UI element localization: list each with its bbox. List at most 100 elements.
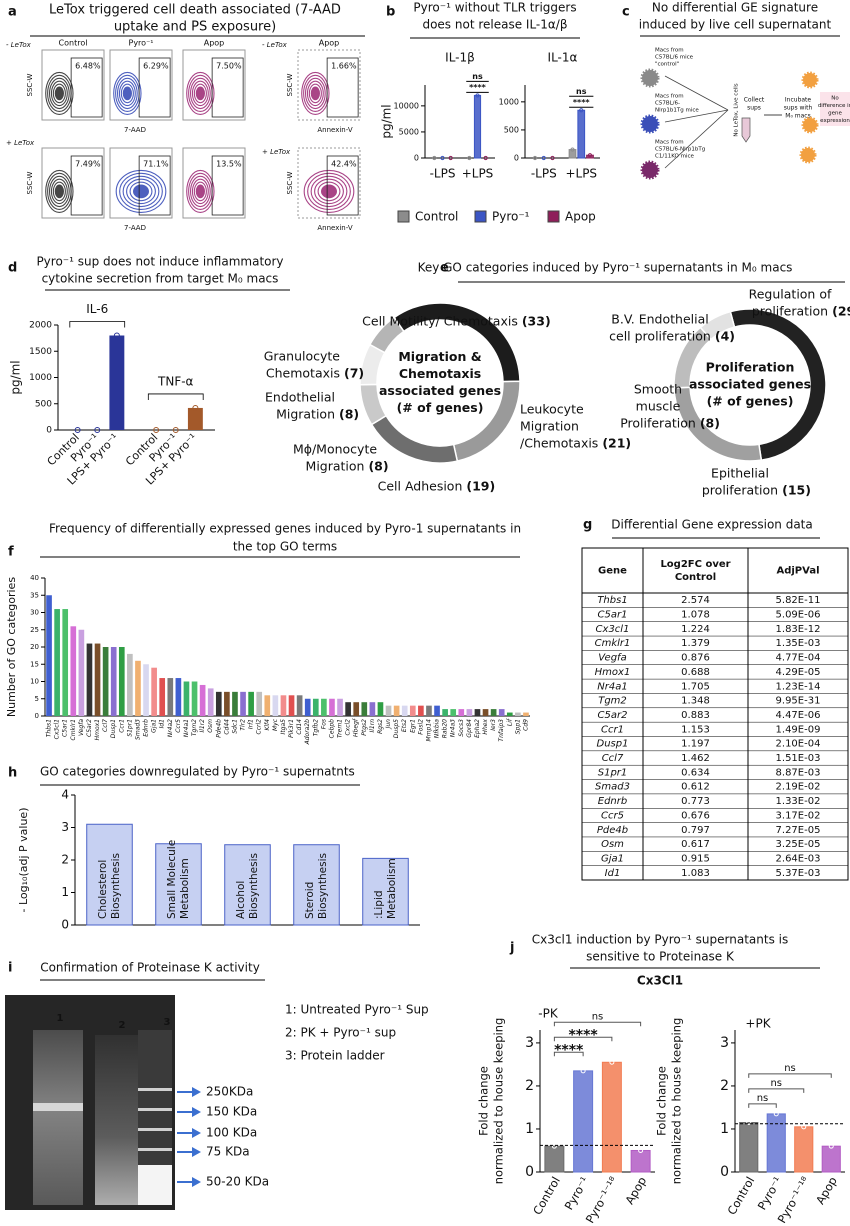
value-label: (29) [832, 304, 850, 319]
x-tick-label: Adora2b [304, 719, 311, 746]
x-group-label: +LPS [565, 167, 597, 181]
gate-percent: 7.49% [75, 160, 101, 169]
x-tick-label: Pde4b [215, 719, 222, 738]
gel-band [33, 1103, 83, 1111]
ladder-band [138, 1128, 172, 1131]
bar [183, 681, 190, 716]
bar-label: Small Molecule [166, 840, 178, 919]
bar [362, 857, 409, 926]
chart-title: IL-1α [548, 51, 578, 65]
bar [490, 709, 497, 716]
source-label: C57BL/6-Nlrp1bTg [655, 147, 705, 153]
category-label: proliferation [702, 483, 778, 498]
y-axis-label: Fold change [655, 1066, 669, 1136]
y-axis-label: Fold change [477, 1066, 491, 1136]
bar [109, 335, 125, 430]
bar [224, 691, 230, 716]
value-label: (4) [715, 329, 735, 344]
x-tick-label: Pik3r1 [288, 719, 295, 738]
contour [115, 169, 167, 213]
y-tick-label: 3 [720, 1035, 729, 1051]
marker-arrowhead [192, 1107, 201, 1117]
bar [293, 844, 340, 926]
bar [498, 709, 505, 716]
value-label: (21) [602, 436, 631, 451]
x-tick-label: Ccrl2 [256, 719, 263, 735]
bar [766, 1113, 786, 1173]
arrow [664, 75, 729, 111]
marker-label: 50-20 KDa [206, 1175, 269, 1189]
x-tick-label: Rgs2 [377, 719, 384, 734]
donut-segment [368, 316, 405, 354]
result-label: No [831, 96, 839, 102]
gate-percent: 42.4% [331, 160, 357, 169]
gate [138, 155, 171, 216]
contour [193, 181, 207, 202]
lane-label: 2 [119, 1020, 126, 1031]
bar [86, 643, 93, 716]
bar [151, 667, 157, 716]
table-cell: 2.574 [681, 595, 710, 606]
contour [52, 83, 66, 104]
x-tick-label: Cx3cl1 [54, 719, 61, 739]
y-axis-label: - Log₁₀(adj P value) [17, 808, 30, 913]
y-tick-label: 0 [525, 1164, 534, 1180]
x-tick-label: Pyro⁻¹ [755, 1174, 785, 1212]
column-label: Apop [204, 39, 225, 48]
panel-title: sensitive to Proteinase K [586, 950, 735, 964]
contour [126, 178, 156, 205]
x-tick-label: Lif [506, 718, 513, 726]
x-tick-label: Myc [272, 718, 279, 731]
significance: **** [554, 1042, 584, 1058]
legend-label: Control [415, 210, 458, 224]
x-tick-label: Cebpb [328, 719, 335, 738]
bar [54, 609, 60, 716]
data-point [746, 1120, 752, 1126]
x-tick-label: Smad3 [134, 719, 141, 740]
data-point [550, 155, 555, 161]
data-point [432, 155, 437, 161]
gate-percent: 6.48% [75, 62, 101, 71]
x-tick-label: Tlr2 [240, 719, 247, 731]
category-label: Epithelial [711, 466, 769, 481]
x-tick-label: C5ar1 [62, 719, 69, 737]
gate [326, 155, 359, 216]
bar [207, 688, 214, 716]
bar [86, 823, 133, 926]
bar [143, 664, 149, 716]
marker-label: 150 KDa [206, 1105, 257, 1119]
y-tick-label: 5 [35, 695, 39, 703]
y-tick-label: 1500 [29, 347, 52, 357]
table-cell: 1.33E-02 [776, 796, 821, 807]
bar [442, 709, 448, 716]
category-label: Migration [306, 459, 365, 474]
table-cell: 4.29E-05 [776, 667, 821, 678]
contour [133, 184, 149, 199]
ladder-band [138, 1088, 172, 1091]
table-cell: S1pr1 [598, 767, 628, 778]
bar-label: Alcohol [235, 881, 247, 919]
result-box [820, 92, 850, 126]
table-cell: 5.82E-11 [776, 595, 821, 606]
contour [52, 181, 66, 202]
contour [195, 86, 206, 101]
gate-percent: 1.66% [331, 62, 357, 71]
table-cell: 4.77E-04 [776, 653, 821, 664]
category-label: Leukocyte [520, 402, 584, 417]
source-label: C57BL/6 mice [655, 55, 694, 61]
data-point [609, 1059, 615, 1065]
x-tick-label: Cd9 [522, 719, 529, 731]
bar-label: Cholesterol [97, 860, 109, 919]
contour [191, 178, 209, 205]
table-cell: 0.797 [681, 825, 710, 836]
table-cell: 1.348 [681, 696, 710, 707]
table-cell: 5.37E-03 [776, 868, 821, 879]
bar [272, 695, 279, 716]
category-label: Proliferation [620, 416, 696, 431]
panel-letter: d [8, 261, 17, 276]
ladder-band [138, 1108, 172, 1111]
y-tick-label: 0 [46, 426, 52, 436]
x-tick-label: Dusp5 [393, 719, 400, 738]
table-cell: 8.87E-03 [776, 767, 821, 778]
